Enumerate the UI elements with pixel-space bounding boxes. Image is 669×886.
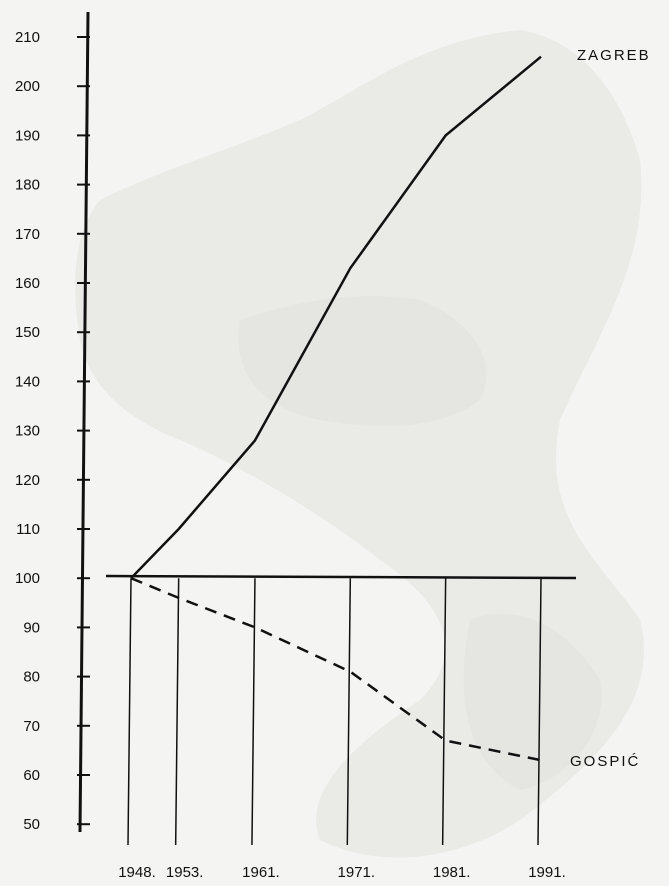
y-tick-label: 110 bbox=[16, 521, 40, 538]
baseline-100 bbox=[105, 574, 577, 580]
y-tick-label: 200 bbox=[15, 78, 40, 95]
y-axis-ticks: 50 60 70 80 90 100 110 120 130 140 150 160 170 180 190… bbox=[15, 29, 90, 833]
y-tick-label: 130 bbox=[15, 423, 40, 440]
year-vertical-line bbox=[127, 578, 132, 846]
y-tick-label: 170 bbox=[15, 226, 40, 243]
y-tick-label: 80 bbox=[23, 669, 40, 686]
y-tick-label: 210 bbox=[15, 29, 40, 46]
year-vertical-line bbox=[251, 578, 256, 846]
y-tick-label: 180 bbox=[15, 177, 40, 194]
series-lines bbox=[130, 55, 542, 762]
y-axis-line bbox=[78, 11, 90, 833]
year-vertical-line bbox=[174, 578, 180, 846]
year-vertical-line bbox=[441, 578, 447, 846]
background-map-watermark bbox=[75, 30, 644, 858]
x-axis-ticks: 1948. 1953. 1961. 1971. 1981. 1991. bbox=[118, 864, 566, 881]
y-tick-label: 50 bbox=[23, 816, 40, 833]
x-tick-label: 1948. bbox=[118, 864, 156, 881]
map-region-shape bbox=[463, 613, 602, 790]
x-tick-label: 1991. bbox=[528, 864, 566, 881]
y-tick-label: 160 bbox=[15, 275, 40, 292]
y-tick-label: 70 bbox=[23, 718, 40, 735]
y-tick-label: 150 bbox=[15, 324, 40, 341]
series-line-zagreb bbox=[130, 55, 542, 580]
y-tick-label: 90 bbox=[23, 619, 40, 636]
year-vertical-line bbox=[537, 578, 542, 846]
x-tick-label: 1981. bbox=[433, 864, 471, 881]
series-label-gospic: GOSPIĆ bbox=[570, 753, 640, 770]
x-tick-label: 1961. bbox=[242, 864, 280, 881]
map-region-shape bbox=[238, 296, 487, 426]
y-tick-label: 190 bbox=[15, 127, 40, 144]
y-tick-label: 140 bbox=[15, 373, 40, 390]
y-tick-label: 60 bbox=[23, 767, 40, 784]
series-label-zagreb: ZAGREB bbox=[577, 47, 651, 64]
x-tick-label: 1971. bbox=[338, 864, 376, 881]
year-vertical-lines bbox=[127, 578, 542, 846]
year-vertical-line bbox=[346, 578, 352, 846]
y-tick-label: 100 bbox=[15, 570, 40, 587]
series-line-gospic bbox=[130, 577, 542, 762]
x-tick-label: 1953. bbox=[166, 864, 204, 881]
y-tick-label: 120 bbox=[15, 472, 40, 489]
